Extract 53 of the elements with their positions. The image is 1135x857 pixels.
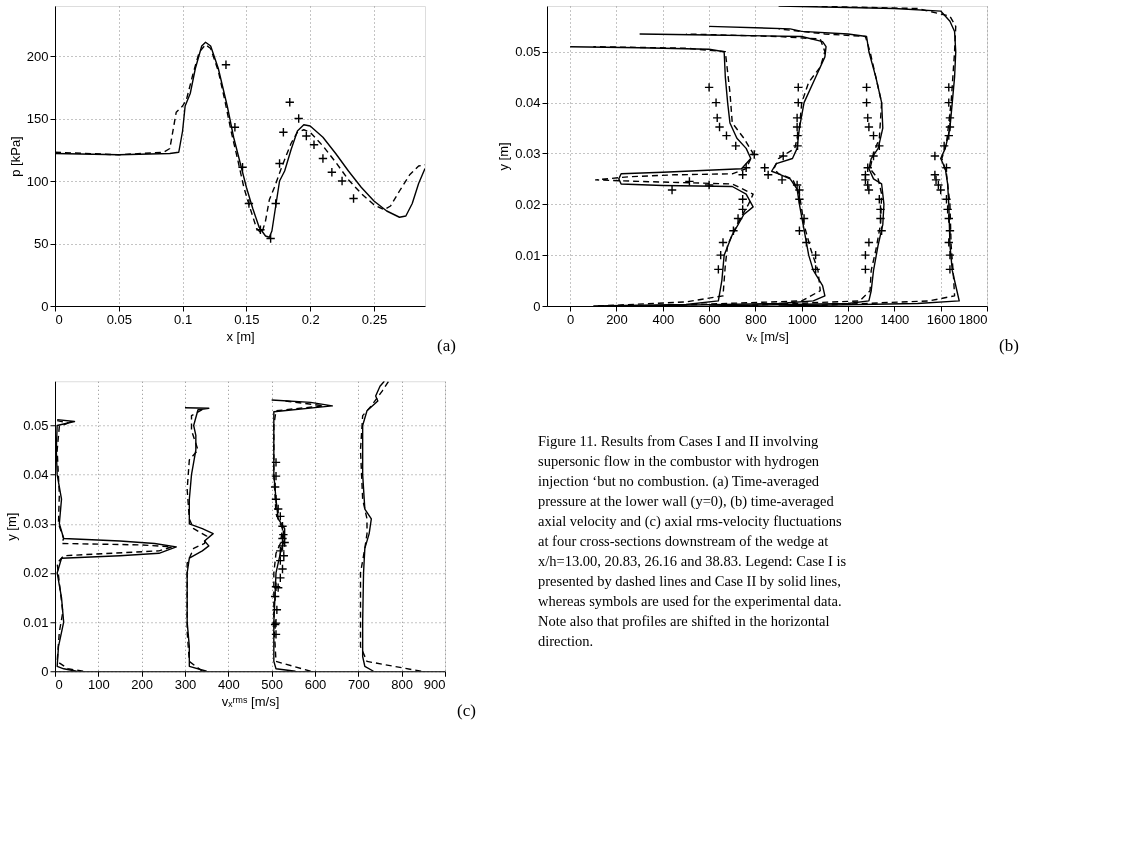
y-tick-label: 0.04 <box>23 467 49 483</box>
x-tick-label: 300 <box>174 676 197 692</box>
y-tick-label: 0.04 <box>515 95 541 111</box>
x-tick-label: 0 <box>567 311 575 327</box>
y-tick-label: 0.01 <box>23 614 49 630</box>
y-tick-label: 0 <box>533 298 541 314</box>
x-tick-label: 400 <box>652 311 675 327</box>
x-tick-label: 0 <box>55 311 63 327</box>
x-tick-label: 700 <box>347 676 370 692</box>
x-tick-label: 0.05 <box>106 311 132 327</box>
x-tick-label: 1000 <box>787 311 817 327</box>
text: (b) <box>999 336 1019 355</box>
x-tick-label: 400 <box>217 676 240 692</box>
text: (a) <box>437 336 456 355</box>
x-tick-label: 800 <box>391 676 414 692</box>
x-tick-label: 0.2 <box>301 311 320 327</box>
x-axis-title: vₓ [m/s] <box>746 328 789 344</box>
text: (c) <box>457 701 476 721</box>
y-tick-label: 200 <box>26 48 49 64</box>
y-tick-label: 0.02 <box>515 196 541 212</box>
x-tick-label: 1200 <box>834 311 864 327</box>
x-tick-label: 100 <box>87 676 110 692</box>
y-axis-title: y [m] <box>4 512 20 541</box>
y-axis-title: y [m] <box>496 142 512 171</box>
x-tick-label: 500 <box>261 676 284 692</box>
y-tick-label: 0.03 <box>23 516 49 532</box>
y-tick-label: 0.01 <box>515 247 541 263</box>
x-tick-label: 0.25 <box>361 311 388 327</box>
y-tick-label: 0.03 <box>515 145 541 161</box>
x-tick-label: 800 <box>745 311 767 327</box>
y-tick-label: 0.05 <box>23 417 49 433</box>
y-tick-label: 0.02 <box>23 565 49 581</box>
x-axis-title: x [m] <box>226 328 255 344</box>
y-tick-label: 50 <box>34 236 49 251</box>
x-tick-label: 900 <box>423 676 446 692</box>
x-tick-label: 1400 <box>880 311 910 327</box>
y-tick-label: 0 <box>41 663 49 679</box>
x-tick-label: 200 <box>131 676 154 692</box>
y-tick-label: 0.05 <box>515 44 541 60</box>
x-tick-label: 1600 <box>926 311 956 327</box>
x-tick-label: 200 <box>606 311 628 327</box>
text: Figure 11. Results from Cases I and II involving supersonic flow in the combustor with hydrogen injection ‘but no combustion. (a) Time-averaged pressure at the lower wall (y=0), (b) time-averaged axial velocity and (c) axial rms-velocity fluctuations at four cross-sections downstream of the wedge at x/h=13.00, 20.83, 26.16 and 38.83. Legend: Case I is presented by dashed lines and Case II by solid lines, whereas symbols are used for the experimental data. Note also that profiles are shifted in the horizontal direction. <box>538 433 847 650</box>
x-tick-label: 600 <box>304 676 327 692</box>
x-tick-label: 600 <box>698 311 721 327</box>
x-tick-label: 0.1 <box>174 311 193 327</box>
x-tick-label: 1800 <box>958 311 988 327</box>
x-tick-label: 0 <box>55 676 63 692</box>
x-axis-title: vₓʳᵐˢ [m/s] <box>221 693 280 709</box>
x-tick-label: 0.15 <box>234 311 260 327</box>
y-tick-label: 0 <box>41 298 49 314</box>
y-tick-label: 150 <box>26 111 49 126</box>
y-axis-title: p [kPa] <box>7 136 23 177</box>
y-tick-label: 100 <box>26 173 49 189</box>
